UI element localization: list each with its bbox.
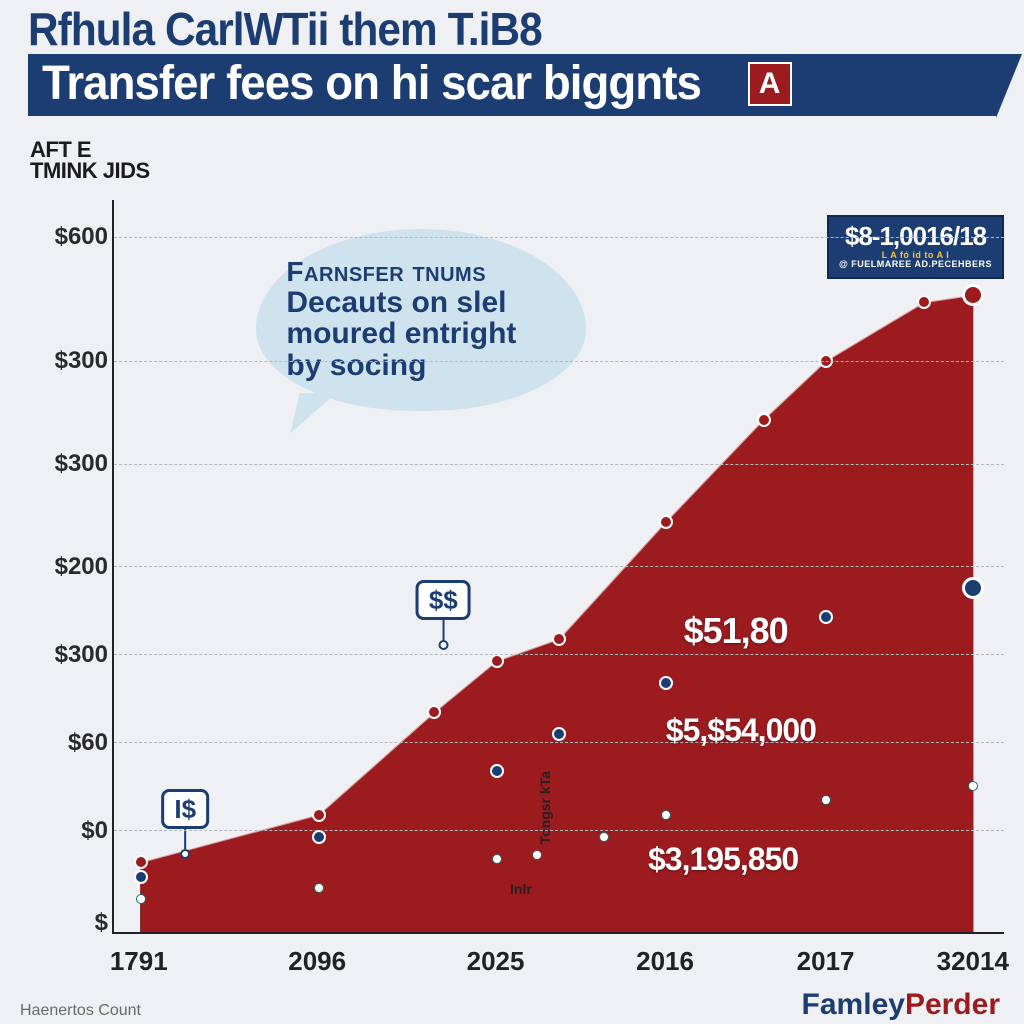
grid-line [114, 830, 1004, 831]
grid-line [114, 566, 1004, 567]
x-tick-label: 2017 [797, 940, 855, 980]
series-value-label: $3,195,850 [648, 841, 798, 878]
headline-badge-icon: A [748, 62, 792, 106]
marker-red [134, 855, 148, 869]
y-tick-label: $200 [30, 553, 108, 581]
marker-navy [134, 870, 148, 884]
marker-navy [490, 764, 504, 778]
kicker-text: Rfhula CarlWTii them T.iB8 [28, 6, 919, 52]
marker-red [659, 515, 673, 529]
headline-banner: Transfer fees on hi scar biggnts A [28, 54, 996, 116]
y-tick-label: $300 [30, 347, 108, 375]
y-tick-label: $0 [30, 817, 108, 845]
marker-navy [962, 577, 984, 599]
plot-area: Farnsfer tnumsDecauts on slelmoured entr… [112, 200, 1004, 934]
marker-navy [659, 676, 673, 690]
x-tick-label: 1791 [110, 940, 168, 980]
marker-green [661, 810, 671, 820]
y-tick-label: $60 [30, 729, 108, 757]
marker-navy [312, 830, 326, 844]
bubble-line3: moured entright [286, 318, 560, 350]
headline-text: Transfer fees on hi scar biggnts [42, 60, 701, 108]
marker-navy [552, 727, 566, 741]
value-callout: $8-1,0016/18L A fó id to A l@ FUELMAREE … [827, 215, 1004, 279]
marker-red [757, 413, 771, 427]
series-value-label: $5,$54,000 [666, 712, 816, 749]
grid-line [114, 654, 1004, 655]
bubble-line2: Decauts on slel [286, 287, 560, 319]
footer-source: Haenertos Count [20, 1002, 141, 1020]
series-value-label: $51,80 [684, 610, 788, 652]
footer-brand-a: Famley [802, 988, 905, 1021]
marker-green [821, 795, 831, 805]
y-tick-label: $300 [30, 641, 108, 669]
marker-green [492, 854, 502, 864]
subheader: AFT e TMINK JIDS [30, 140, 150, 182]
marker-green [599, 832, 609, 842]
axis-note: Tongsr kTa [537, 771, 553, 844]
money-pin-icon: $$ [416, 580, 471, 650]
y-tick-label: $600 [30, 223, 108, 251]
footer-brand: FamleyPerder [802, 988, 1000, 1022]
grid-line [114, 237, 1004, 238]
axis-note: Inlr [510, 881, 532, 897]
marker-navy [819, 610, 833, 624]
marker-red [552, 632, 566, 646]
pin-stem [184, 829, 186, 849]
speech-bubble: Farnsfer tnumsDecauts on slelmoured entr… [256, 229, 586, 411]
footer-brand-b: Perder [905, 988, 1000, 1021]
chart-container: $600 $300 $300 $200 $300 $60 $0 $ Farnsfer tnum… [30, 200, 1004, 980]
marker-red [917, 295, 931, 309]
pin-dot [180, 849, 190, 859]
header: Rfhula CarlWTii them T.iB8 Transfer fees… [0, 0, 1024, 116]
pin-dot [438, 640, 448, 650]
pin-label: $$ [416, 580, 471, 620]
x-tick-label: 2016 [636, 940, 694, 980]
pin-label: I$ [161, 789, 209, 829]
x-tick-label: 32014 [937, 940, 1009, 980]
marker-red [427, 705, 441, 719]
grid-line [114, 361, 1004, 362]
x-tick-label: 2025 [467, 940, 525, 980]
bubble-line4: by socing [286, 350, 560, 382]
subheader-line2: TMINK JIDS [30, 161, 150, 182]
axis-marker [532, 850, 542, 860]
y-tick-label: $ [30, 909, 108, 937]
marker-green [968, 781, 978, 791]
x-tick-label: 2096 [288, 940, 346, 980]
bubble-line1: Farnsfer tnums [286, 257, 560, 286]
callout-sub2: @ FUELMAREE AD.PECEHBERS [839, 260, 992, 269]
grid-line [114, 464, 1004, 465]
marker-red [962, 284, 984, 306]
money-pin-icon: I$ [161, 789, 209, 859]
marker-green [136, 894, 146, 904]
marker-red [490, 654, 504, 668]
marker-red [312, 808, 326, 822]
y-tick-label: $300 [30, 450, 108, 478]
area-red [141, 295, 973, 932]
grid-line [114, 742, 1004, 743]
marker-green [314, 883, 324, 893]
pin-stem [442, 620, 444, 640]
